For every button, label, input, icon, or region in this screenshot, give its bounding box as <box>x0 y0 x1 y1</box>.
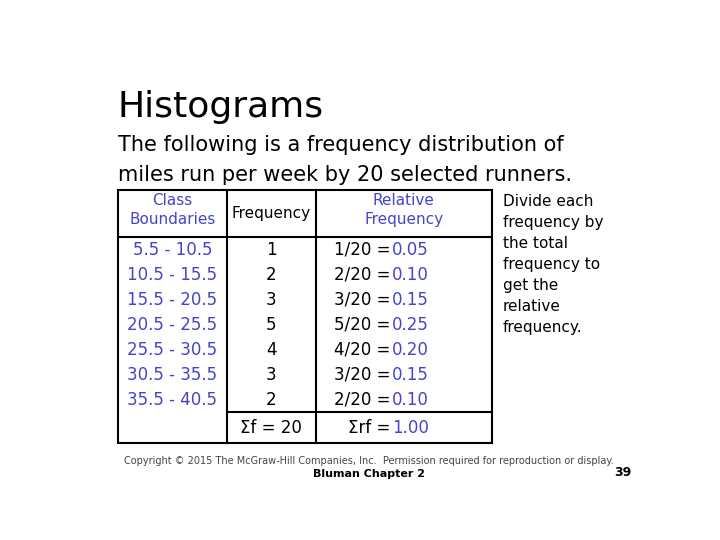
Text: 0.10: 0.10 <box>392 266 429 284</box>
Text: 0.20: 0.20 <box>392 341 429 359</box>
Text: Copyright © 2015 The McGraw-Hill Companies, Inc.  Permission required for reprod: Copyright © 2015 The McGraw-Hill Compani… <box>124 456 614 466</box>
Text: Histograms: Histograms <box>118 90 324 124</box>
Text: 0.25: 0.25 <box>392 316 429 334</box>
Text: 5/20 =: 5/20 = <box>334 316 395 334</box>
Text: 0.05: 0.05 <box>392 241 429 259</box>
Text: Relative
Frequency: Relative Frequency <box>364 193 444 227</box>
Text: 25.5 - 30.5: 25.5 - 30.5 <box>127 341 217 359</box>
Text: 15.5 - 20.5: 15.5 - 20.5 <box>127 291 217 309</box>
Text: 30.5 - 35.5: 30.5 - 35.5 <box>127 366 217 383</box>
Text: 1.00: 1.00 <box>392 418 429 436</box>
Text: 3/20 =: 3/20 = <box>334 366 395 383</box>
Text: The following is a frequency distribution of: The following is a frequency distributio… <box>118 136 564 156</box>
Bar <box>118 190 492 443</box>
Text: 35.5 - 40.5: 35.5 - 40.5 <box>127 390 217 409</box>
Text: Divide each
frequency by
the total
frequency to
get the
relative
frequency.: Divide each frequency by the total frequ… <box>503 194 603 335</box>
Text: 2: 2 <box>266 266 276 284</box>
Text: 1: 1 <box>266 241 276 259</box>
Text: 0.15: 0.15 <box>392 291 429 309</box>
Text: 5: 5 <box>266 316 276 334</box>
Text: 3: 3 <box>266 291 276 309</box>
Text: miles run per week by 20 selected runners.: miles run per week by 20 selected runner… <box>118 165 572 185</box>
Text: Class
Boundaries: Class Boundaries <box>129 193 215 227</box>
Text: 3: 3 <box>266 366 276 383</box>
Text: 3/20 =: 3/20 = <box>334 291 395 309</box>
Text: 1/20 =: 1/20 = <box>334 241 395 259</box>
Text: 5.5 - 10.5: 5.5 - 10.5 <box>132 241 212 259</box>
Text: Bluman Chapter 2: Bluman Chapter 2 <box>313 469 425 478</box>
Text: 2: 2 <box>266 390 276 409</box>
Text: 4/20 =: 4/20 = <box>334 341 395 359</box>
Text: Σrf =: Σrf = <box>348 418 395 436</box>
Text: 0.10: 0.10 <box>392 390 429 409</box>
Text: 0.15: 0.15 <box>392 366 429 383</box>
Text: 2/20 =: 2/20 = <box>334 390 395 409</box>
Text: 39: 39 <box>614 465 631 478</box>
Text: 10.5 - 15.5: 10.5 - 15.5 <box>127 266 217 284</box>
Text: Σf = 20: Σf = 20 <box>240 418 302 436</box>
Text: 4: 4 <box>266 341 276 359</box>
Text: 2/20 =: 2/20 = <box>334 266 395 284</box>
Text: 20.5 - 25.5: 20.5 - 25.5 <box>127 316 217 334</box>
Text: Frequency: Frequency <box>232 206 311 221</box>
